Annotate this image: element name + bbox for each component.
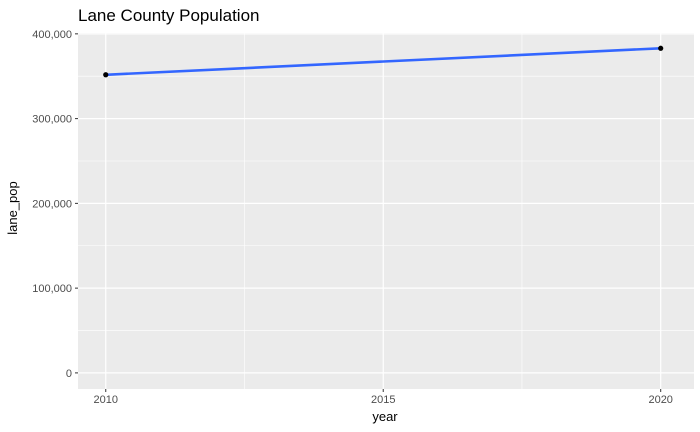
x-tick-label: 2015 bbox=[371, 394, 395, 406]
major-gridlines bbox=[78, 33, 694, 389]
y-tick-label: 200,000 bbox=[32, 198, 72, 210]
series-layer bbox=[105, 46, 661, 77]
plot-panel bbox=[78, 33, 694, 389]
chart-title: Lane County Population bbox=[78, 6, 259, 25]
x-tick-label: 2010 bbox=[94, 394, 118, 406]
x-tick-label: 2020 bbox=[648, 394, 672, 406]
points-layer bbox=[103, 45, 664, 78]
data-point bbox=[658, 45, 664, 51]
data-point bbox=[103, 72, 109, 78]
y-tick-label: 300,000 bbox=[32, 114, 72, 126]
y-tick-label: 0 bbox=[66, 368, 72, 380]
y-axis: 0 100,000 200,000 300,000 400,000 bbox=[32, 29, 78, 380]
x-axis: 2010 2015 2020 bbox=[94, 389, 673, 406]
minor-gridlines bbox=[78, 33, 694, 389]
y-tick-label: 100,000 bbox=[32, 283, 72, 295]
y-axis-title: lane_pop bbox=[5, 181, 20, 235]
x-axis-title: year bbox=[372, 409, 398, 424]
y-tick-label: 400,000 bbox=[32, 29, 72, 41]
series-line bbox=[105, 46, 661, 77]
